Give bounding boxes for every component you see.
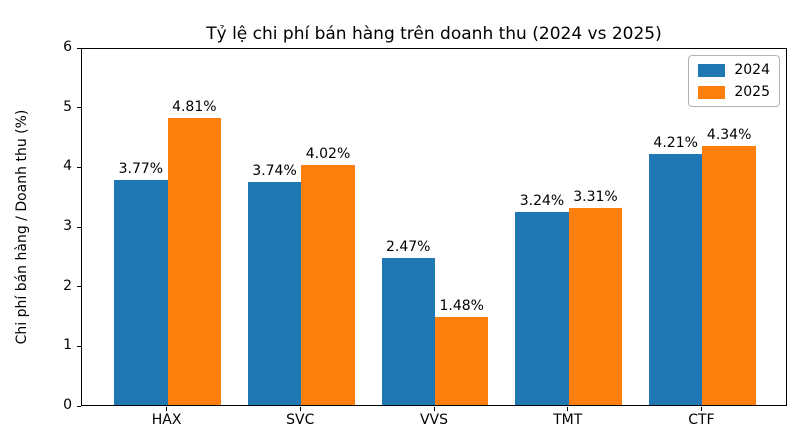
bar-value-label-2024-HAX: 3.77%: [118, 161, 164, 178]
bar-value-label-2024-CTF: 4.21%: [653, 134, 698, 151]
legend-label-2025: 2025: [734, 84, 770, 100]
y-tick-mark: [77, 107, 81, 109]
bar-2024-VVS: [381, 257, 435, 405]
bar-value-label-2025-VVS: 1.48%: [439, 297, 484, 314]
bar-value-label-2025-SVC: 4.02%: [305, 146, 351, 163]
bar-2025-SVC: [301, 165, 355, 405]
y-tick-mark: [77, 226, 81, 228]
bar-2024-TMT: [515, 211, 569, 405]
y-tick-label: 4: [63, 158, 72, 175]
y-tick-label: 1: [63, 337, 72, 354]
y-tick-label: 6: [63, 39, 72, 55]
bar-value-label-2025-TMT: 3.31%: [573, 188, 618, 205]
bar-value-label-2025-CTF: 4.34%: [706, 127, 752, 144]
bar-value-label-2024-VVS: 2.47%: [386, 238, 431, 255]
x-tick-label-TMT: TMT: [553, 412, 583, 428]
y-tick-label: 5: [63, 98, 72, 115]
x-tick-label-CTF: CTF: [688, 412, 715, 428]
legend-swatch-2024: [698, 63, 726, 77]
bar-2024-SVC: [247, 181, 302, 405]
x-tick-mark: [567, 407, 569, 411]
bar-2025-HAX: [167, 118, 222, 405]
legend-entry-2025: 2025: [698, 84, 770, 100]
bar-2025-VVS: [435, 316, 489, 405]
legend-entry-2024: 2024: [698, 62, 770, 78]
plot-area: 2024 2025 3.77% 4.81% 3.74% 4.02% 2.47% 1.48% 3…: [81, 48, 787, 406]
y-tick-label: 3: [63, 218, 72, 234]
bar-2025-TMT: [568, 207, 623, 405]
y-tick-mark: [77, 47, 81, 49]
x-tick-label-HAX: HAX: [151, 412, 182, 428]
bar-2024-CTF: [648, 153, 703, 405]
y-tick-mark: [77, 286, 81, 288]
x-tick-mark: [700, 407, 702, 411]
y-tick-mark: [77, 345, 81, 347]
x-tick-mark: [166, 407, 168, 411]
y-tick-label: 2: [63, 277, 72, 294]
legend-swatch-2025: [698, 85, 726, 99]
chart-title: Tỷ lệ chi phí bán hàng trên doanh thu (2…: [206, 24, 662, 44]
bar-value-label-2024-SVC: 3.74%: [252, 162, 297, 179]
x-tick-mark: [299, 407, 301, 411]
bar-value-label-2024-TMT: 3.24%: [519, 192, 565, 209]
bar-2025-CTF: [702, 146, 756, 405]
bar-2024-HAX: [114, 180, 168, 405]
x-tick-label-VVS: VVS: [419, 412, 449, 428]
legend-label-2024: 2024: [734, 62, 770, 78]
y-tick-label: 0: [63, 397, 72, 413]
bar-value-label-2025-HAX: 4.81%: [172, 99, 217, 116]
legend: 2024 2025: [688, 55, 780, 107]
x-tick-label-SVC: SVC: [286, 412, 315, 428]
y-tick-mark: [77, 166, 81, 168]
y-tick-mark: [77, 405, 81, 407]
x-tick-mark: [433, 407, 435, 411]
